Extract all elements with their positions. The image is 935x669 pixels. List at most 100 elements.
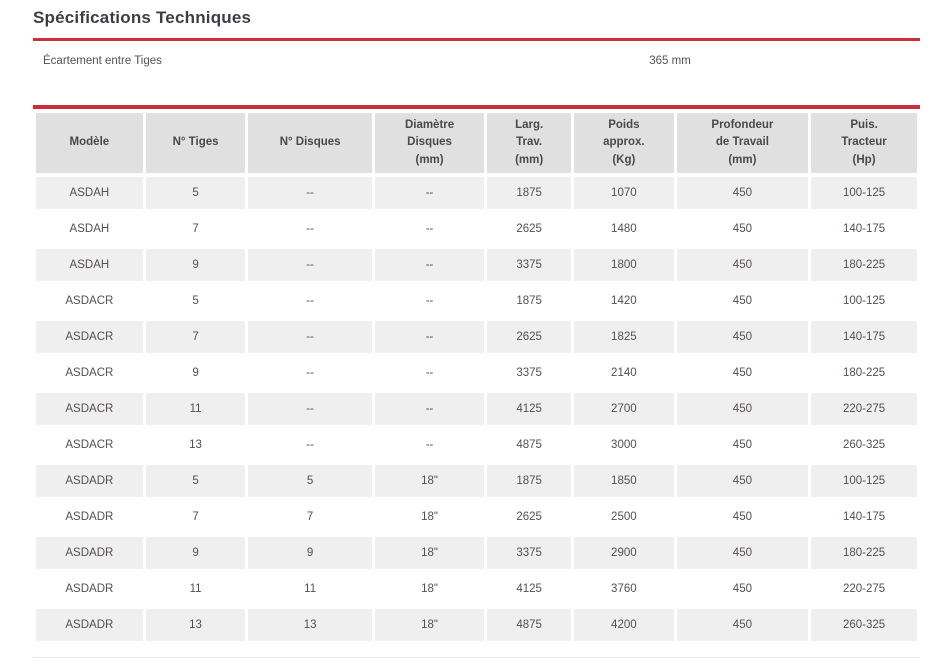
table-cell: 1825 xyxy=(574,321,674,353)
table-cell: 1800 xyxy=(574,249,674,281)
table-cell: 13 xyxy=(248,609,372,641)
table-row: ASDAH 7 -- -- 2625 1480 450 140-175 xyxy=(36,213,917,245)
table-row: ASDADR 7 7 18" 2625 2500 450 140-175 xyxy=(36,501,917,533)
spec-section: Spécifications Techniques Écartement ent… xyxy=(33,0,920,658)
table-cell: -- xyxy=(248,357,372,389)
column-header: Larg. Trav. (mm) xyxy=(487,113,572,173)
table-cell: 13 xyxy=(145,609,246,641)
table-cell: ASDACR xyxy=(36,321,143,353)
table-cell: 4125 xyxy=(487,393,572,425)
table-cell: 450 xyxy=(676,357,809,389)
table-cell: 2500 xyxy=(574,501,674,533)
table-cell: 11 xyxy=(145,393,246,425)
table-cell: 4875 xyxy=(487,609,572,641)
spec-row-label: Écartement entre Tiges xyxy=(43,55,162,67)
table-cell: 9 xyxy=(248,537,372,569)
table-row: ASDAH 5 -- -- 1875 1070 450 100-125 xyxy=(36,177,917,209)
table-cell: ASDACR xyxy=(36,285,143,317)
table-cell: -- xyxy=(248,285,372,317)
table-cell: 1850 xyxy=(574,465,674,497)
table-header-row: Modèle N° Tiges N° Disques Diamètre Disques… xyxy=(36,113,917,173)
table-cell: 7 xyxy=(145,321,246,353)
table-row: ASDACR 9 -- -- 3375 2140 450 180-225 xyxy=(36,357,917,389)
table-cell: 2900 xyxy=(574,537,674,569)
table-cell: -- xyxy=(374,177,485,209)
table-row: ASDACR 11 -- -- 4125 2700 450 220-275 xyxy=(36,393,917,425)
table-cell: 13 xyxy=(145,429,246,461)
table-cell: 220-275 xyxy=(811,573,917,605)
table-cell: 3375 xyxy=(487,357,572,389)
table-cell: 1070 xyxy=(574,177,674,209)
table-cell: ASDADR xyxy=(36,573,143,605)
table-cell: 9 xyxy=(145,537,246,569)
table-cell: -- xyxy=(248,213,372,245)
table-cell: ASDADR xyxy=(36,501,143,533)
table-cell: 260-325 xyxy=(811,429,917,461)
title-divider xyxy=(33,38,920,41)
table-cell: ASDADR xyxy=(36,465,143,497)
table-row: ASDADR 5 5 18" 1875 1850 450 100-125 xyxy=(36,465,917,497)
table-cell: 7 xyxy=(145,501,246,533)
specs-table: Modèle N° Tiges N° Disques Diamètre Disques… xyxy=(33,105,920,645)
table-cell: ASDACR xyxy=(36,393,143,425)
table-cell: ASDAH xyxy=(36,213,143,245)
table-cell: 5 xyxy=(145,465,246,497)
table-cell: 3000 xyxy=(574,429,674,461)
table-cell: -- xyxy=(248,321,372,353)
column-header: Diamètre Disques (mm) xyxy=(374,113,485,173)
table-cell: 5 xyxy=(145,285,246,317)
table-cell: 180-225 xyxy=(811,357,917,389)
table-cell: 3375 xyxy=(487,249,572,281)
table-cell: 11 xyxy=(248,573,372,605)
column-header: Poids approx. (Kg) xyxy=(574,113,674,173)
table-cell: 9 xyxy=(145,249,246,281)
table-cell: 450 xyxy=(676,465,809,497)
table-cell: 140-175 xyxy=(811,501,917,533)
table-cell: 5 xyxy=(248,465,372,497)
column-header: N° Disques xyxy=(248,113,372,173)
table-cell: 18" xyxy=(374,609,485,641)
table-cell: -- xyxy=(374,249,485,281)
table-row: ASDADR 9 9 18" 3375 2900 450 180-225 xyxy=(36,537,917,569)
table-cell: -- xyxy=(248,393,372,425)
table-cell: 450 xyxy=(676,285,809,317)
table-cell: 1875 xyxy=(487,285,572,317)
table-cell: ASDACR xyxy=(36,429,143,461)
table-cell: 9 xyxy=(145,357,246,389)
table-cell: 180-225 xyxy=(811,249,917,281)
table-row: ASDADR 13 13 18" 4875 4200 450 260-325 xyxy=(36,609,917,641)
table-cell: -- xyxy=(374,429,485,461)
table-cell: 140-175 xyxy=(811,213,917,245)
column-header: Profondeur de Travail (mm) xyxy=(676,113,809,173)
table-cell: 450 xyxy=(676,177,809,209)
table-cell: 2140 xyxy=(574,357,674,389)
table-cell: 7 xyxy=(248,501,372,533)
table-cell: ASDAH xyxy=(36,177,143,209)
table-cell: -- xyxy=(248,177,372,209)
table-row: ASDADR 11 11 18" 4125 3760 450 220-275 xyxy=(36,573,917,605)
table-cell: 4125 xyxy=(487,573,572,605)
column-header: Puis. Tracteur (Hp) xyxy=(811,113,917,173)
table-cell: 4875 xyxy=(487,429,572,461)
table-cell: 18" xyxy=(374,501,485,533)
column-header: Modèle xyxy=(36,113,143,173)
table-row: ASDACR 5 -- -- 1875 1420 450 100-125 xyxy=(36,285,917,317)
table-cell: 2625 xyxy=(487,501,572,533)
table-cell: 450 xyxy=(676,573,809,605)
table-cell: 450 xyxy=(676,429,809,461)
table-cell: ASDADR xyxy=(36,609,143,641)
table-cell: 140-175 xyxy=(811,321,917,353)
table-cell: 100-125 xyxy=(811,285,917,317)
table-cell: 2700 xyxy=(574,393,674,425)
spec-row: Écartement entre Tiges 365 mm xyxy=(33,41,920,105)
table-cell: -- xyxy=(374,285,485,317)
table-cell: 1875 xyxy=(487,177,572,209)
table-cell: -- xyxy=(374,393,485,425)
table-cell: 4200 xyxy=(574,609,674,641)
table-cell: 450 xyxy=(676,501,809,533)
table-cell: 260-325 xyxy=(811,609,917,641)
table-cell: ASDAH xyxy=(36,249,143,281)
table-cell: 11 xyxy=(145,573,246,605)
table-cell: 450 xyxy=(676,537,809,569)
